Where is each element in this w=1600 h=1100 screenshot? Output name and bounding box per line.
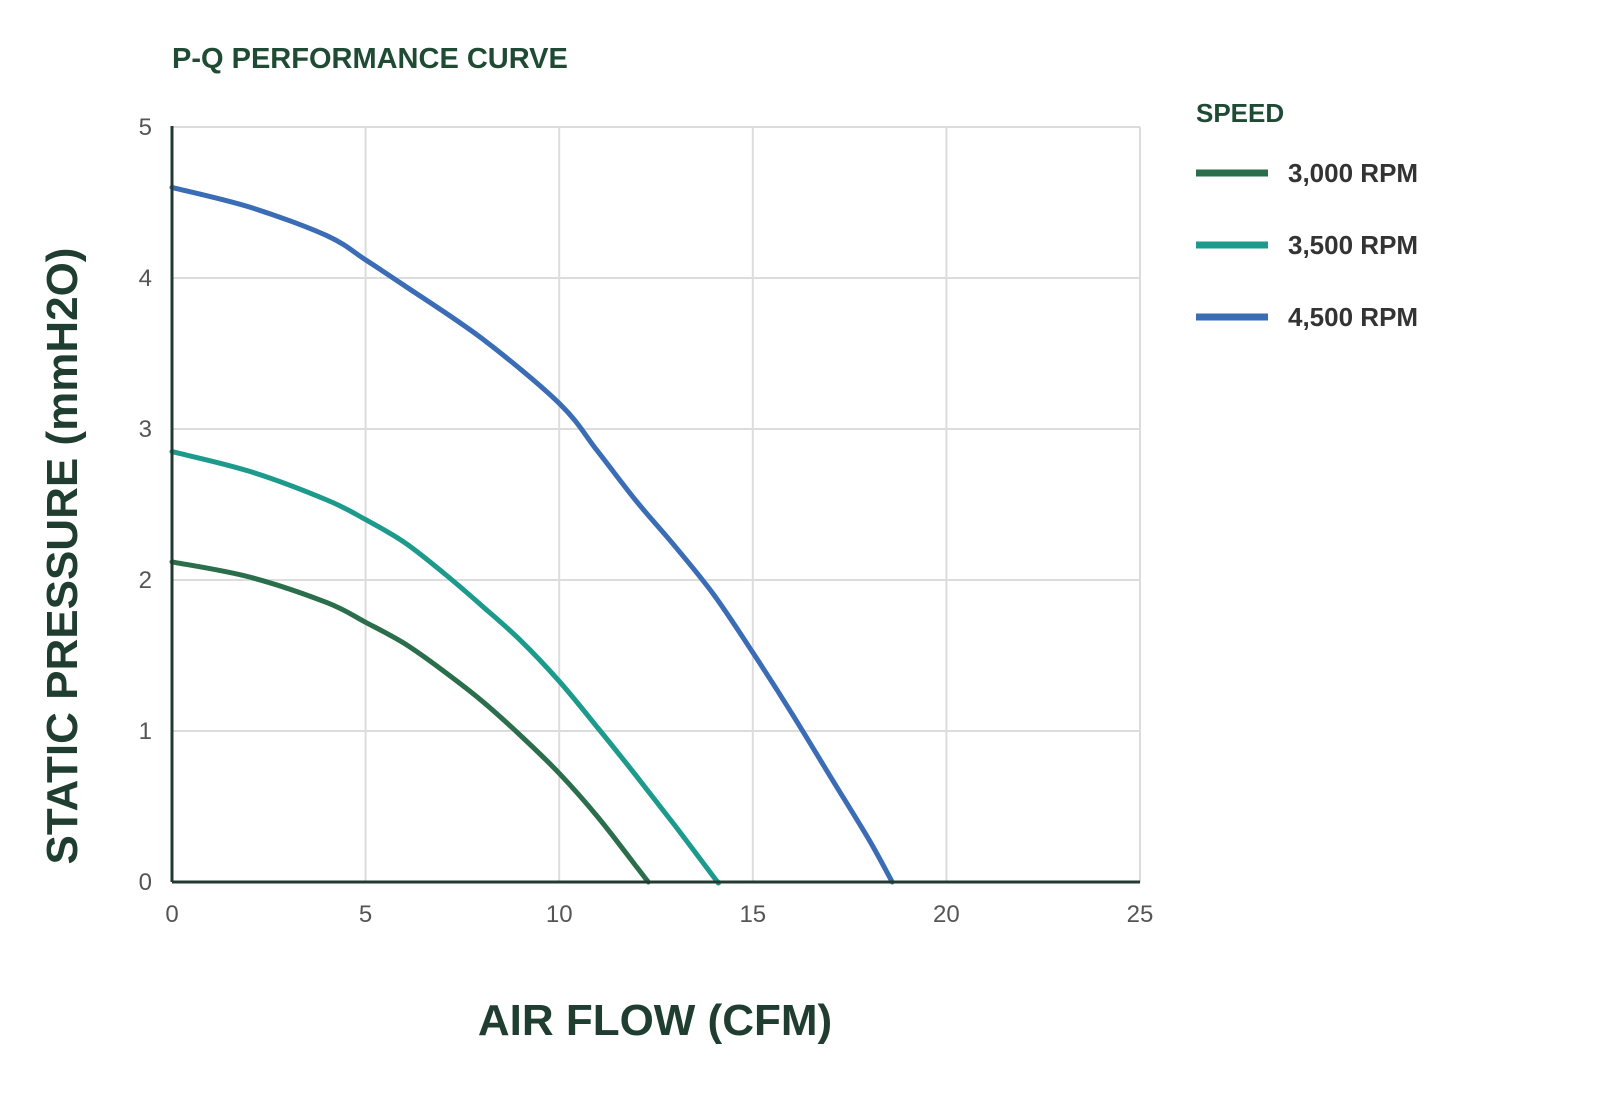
legend-label-4-500-rpm: 4,500 RPM [1288,302,1418,332]
series-line-3-500-rpm [169,449,721,886]
x-axis-title: AIR FLOW (CFM) [478,996,832,1045]
legend-title: SPEED [1196,98,1284,128]
series-line-4-500-rpm [169,184,895,885]
y-tick-label: 5 [139,114,152,141]
x-tick-label: 25 [1127,901,1154,928]
y-axis-title: STATIC PRESSURE (mmH2O) [38,248,87,865]
y-tick-labels: 0 1 2 3 4 5 [139,114,152,896]
y-tick-label: 4 [139,265,152,292]
axes [170,126,1140,884]
x-tick-labels: 0 5 10 15 20 25 [165,901,1153,928]
x-tick-label: 5 [359,901,372,928]
y-tick-label: 2 [139,567,152,594]
y-tick-label: 1 [139,718,152,745]
legend-label-3-000-rpm: 3,000 RPM [1288,158,1418,188]
x-tick-label: 10 [546,901,573,928]
legend: SPEED 3,000 RPM 3,500 RPM 4,500 RPM [1196,98,1418,332]
y-tick-label: 3 [139,416,152,443]
x-tick-label: 0 [165,901,178,928]
chart-title: P-Q PERFORMANCE CURVE [172,43,568,75]
series-line-3-000-rpm [169,559,651,885]
series-curves [169,184,895,886]
grid [172,126,1141,882]
y-tick-label: 0 [139,869,152,896]
x-tick-label: 15 [739,901,766,928]
x-tick-label: 20 [933,901,960,928]
legend-label-3-500-rpm: 3,500 RPM [1288,230,1418,260]
